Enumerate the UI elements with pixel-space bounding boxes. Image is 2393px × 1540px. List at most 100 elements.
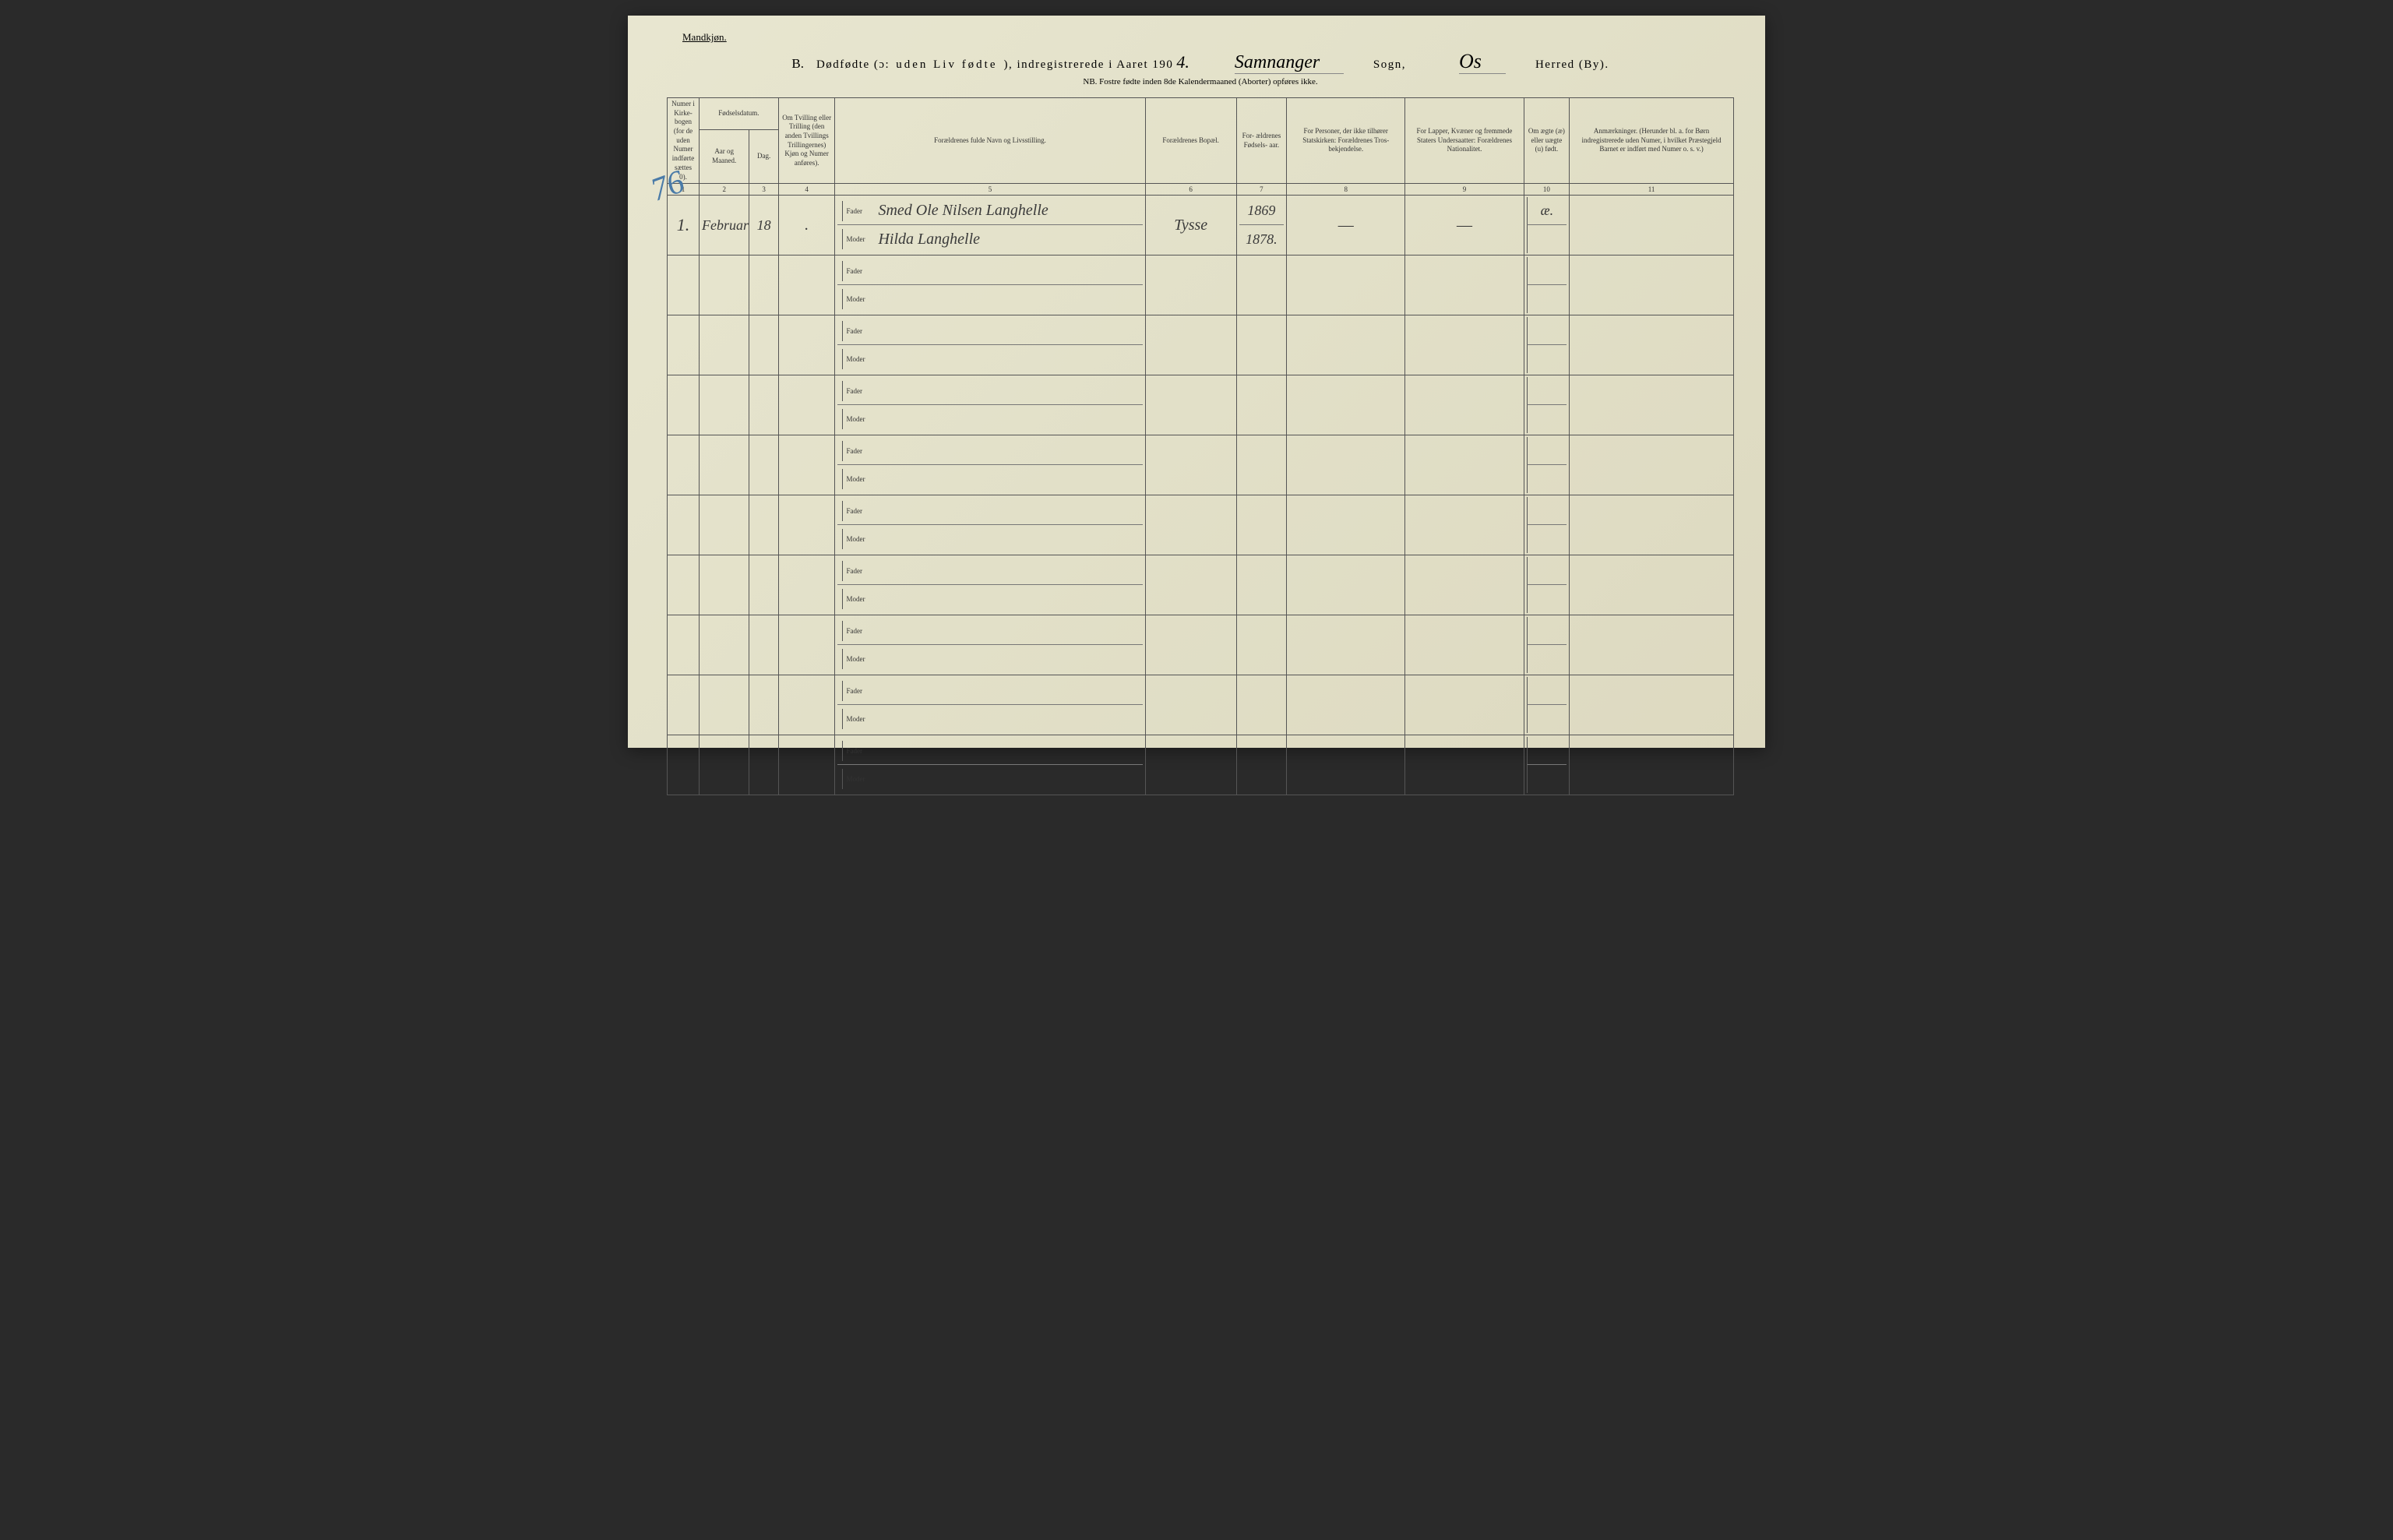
cell-years [1236,555,1286,615]
table-row: FaderModer [668,495,1734,555]
herred-value: Os [1459,50,1506,74]
fader-label: Fader [842,261,870,281]
cell-num [668,735,700,795]
moder-label: Moder [842,649,870,669]
cell-day [749,375,778,435]
cell-anm [1570,315,1734,375]
cell-nat [1405,555,1524,615]
col-header-2-group: Fødselsdatum. [699,98,778,130]
col-header-7: For- ældrenes Fødsels- aar. [1236,98,1286,184]
cell-nat [1405,735,1524,795]
table-row: FaderModer [668,435,1734,495]
cell-day [749,255,778,315]
cell-parents: FaderModer [835,735,1145,795]
cell-bopael [1145,315,1236,375]
cell-tros [1287,675,1405,735]
cell-nat: — [1405,196,1524,255]
sogn-value: Samnanger [1235,52,1344,74]
cell-bopael [1145,675,1236,735]
cell-day [749,615,778,675]
cell-anm [1570,675,1734,735]
col-header-8: For Personer, der ikke tilhører Statskir… [1287,98,1405,184]
table-row: FaderModer [668,735,1734,795]
cell-num [668,495,700,555]
moder-label: Moder [842,589,870,609]
moder-label: Moder [842,349,870,369]
colnum: 3 [749,184,778,196]
cell-parents: FaderModer [835,555,1145,615]
colnum: 4 [778,184,835,196]
colnum: 11 [1570,184,1734,196]
moder-label: Moder [842,229,870,249]
cell-tros [1287,615,1405,675]
cell-bopael [1145,615,1236,675]
cell-tvilling [778,495,835,555]
col-header-2: Aar og Maaned. [699,129,749,183]
cell-aegte [1524,315,1570,375]
cell-tvilling [778,435,835,495]
title-row: B. Dødfødte (ɔ: uden Liv fødte ), indreg… [667,50,1734,74]
cell-tros [1287,495,1405,555]
cell-nat [1405,615,1524,675]
table-row: FaderModer [668,255,1734,315]
cell-years [1236,315,1286,375]
cell-bopael [1145,375,1236,435]
cell-tros [1287,735,1405,795]
cell-tvilling [778,555,835,615]
cell-parents: FaderModer [835,495,1145,555]
colnum: 8 [1287,184,1405,196]
section-letter: B. [791,56,804,72]
gender-heading: Mandkjøn. [682,31,1734,44]
table-row: Fader Moder [668,675,1734,735]
cell-nat [1405,675,1524,735]
cell-tvilling [778,375,835,435]
moder-label: Moder [842,709,870,729]
moder-label: Moder [842,529,870,549]
cell-parents: FaderModer [835,435,1145,495]
cell-tros [1287,555,1405,615]
cell-num [668,615,700,675]
cell-month [699,315,749,375]
nb-note: NB. Fostre fødte inden 8de Kalendermaane… [667,77,1734,86]
cell-bopael [1145,255,1236,315]
cell-anm [1570,255,1734,315]
colnum: 9 [1405,184,1524,196]
cell-years [1236,495,1286,555]
cell-bopael [1145,435,1236,495]
cell-month [699,255,749,315]
fader-label: Fader [842,201,870,221]
table-row: 1.Februar18.FaderSmed Ole Nilsen Langhel… [668,196,1734,255]
moder-label: Moder [842,469,870,489]
table-row: FaderModer [668,615,1734,675]
cell-nat [1405,495,1524,555]
cell-num [668,255,700,315]
colnum: 7 [1236,184,1286,196]
cell-aegte [1524,435,1570,495]
cell-nat [1405,435,1524,495]
cell-nat [1405,255,1524,315]
cell-parents: FaderModer [835,315,1145,375]
cell-aegte [1524,375,1570,435]
cell-tros [1287,375,1405,435]
register-table: Numer i Kirke- bogen (for de uden Numer … [667,97,1734,795]
cell-aegte [1524,255,1570,315]
cell-num [668,555,700,615]
cell-day [749,435,778,495]
col-header-4: Om Tvilling eller Trilling (den anden Tv… [778,98,835,184]
fader-label: Fader [842,681,870,701]
cell-parents: Fader Moder [835,675,1145,735]
cell-month [699,615,749,675]
cell-aegte [1524,675,1570,735]
cell-month [699,375,749,435]
cell-month [699,555,749,615]
cell-anm [1570,735,1734,795]
cell-aegte [1524,495,1570,555]
cell-parents: FaderModer [835,615,1145,675]
cell-years [1236,435,1286,495]
colnum: 5 [835,184,1145,196]
colnum: 10 [1524,184,1570,196]
title-part2: ), indregistrerede i Aaret 190 [1004,58,1174,72]
register-page: 76 Mandkjøn. B. Dødfødte (ɔ: uden Liv fø… [628,16,1765,748]
colnum: 6 [1145,184,1236,196]
table-row: FaderModer [668,375,1734,435]
